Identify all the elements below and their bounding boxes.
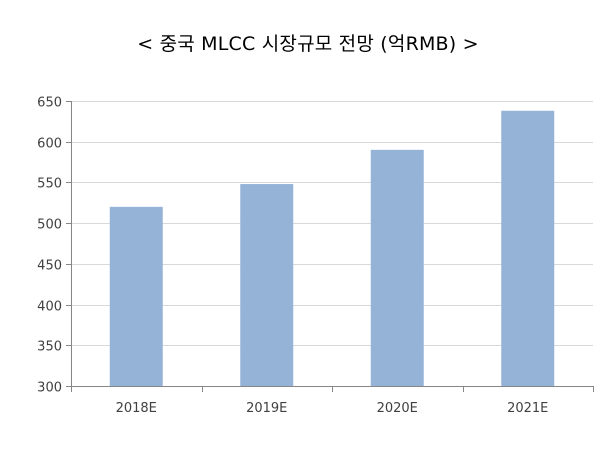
y-tick-label: 550 bbox=[37, 177, 62, 192]
y-tick-label: 650 bbox=[37, 96, 62, 111]
y-tick-label: 600 bbox=[37, 137, 62, 152]
bar-2021e bbox=[501, 110, 555, 387]
bar-2019e bbox=[240, 184, 294, 386]
chart-title: < 중국 MLCC 시장규모 전망 (억RMB) > bbox=[137, 33, 479, 55]
x-tick-label: 2018E bbox=[116, 401, 157, 416]
x-tick-label: 2021E bbox=[507, 401, 548, 416]
y-tick-label: 300 bbox=[37, 381, 62, 396]
tick-labels: 300 350 400 450 500 550 600 650 2018E 2019E 2020E 2… bbox=[37, 96, 548, 417]
bars bbox=[109, 110, 555, 387]
y-tick-label: 500 bbox=[37, 218, 62, 233]
bar-2020e bbox=[370, 149, 424, 386]
y-tick-label: 400 bbox=[37, 300, 62, 315]
y-tick-label: 450 bbox=[37, 259, 62, 274]
y-tick-label: 350 bbox=[37, 340, 62, 355]
x-tick-label: 2020E bbox=[377, 401, 418, 416]
x-tick-label: 2019E bbox=[246, 401, 287, 416]
bar-2018e bbox=[109, 206, 163, 386]
axes bbox=[66, 101, 594, 392]
